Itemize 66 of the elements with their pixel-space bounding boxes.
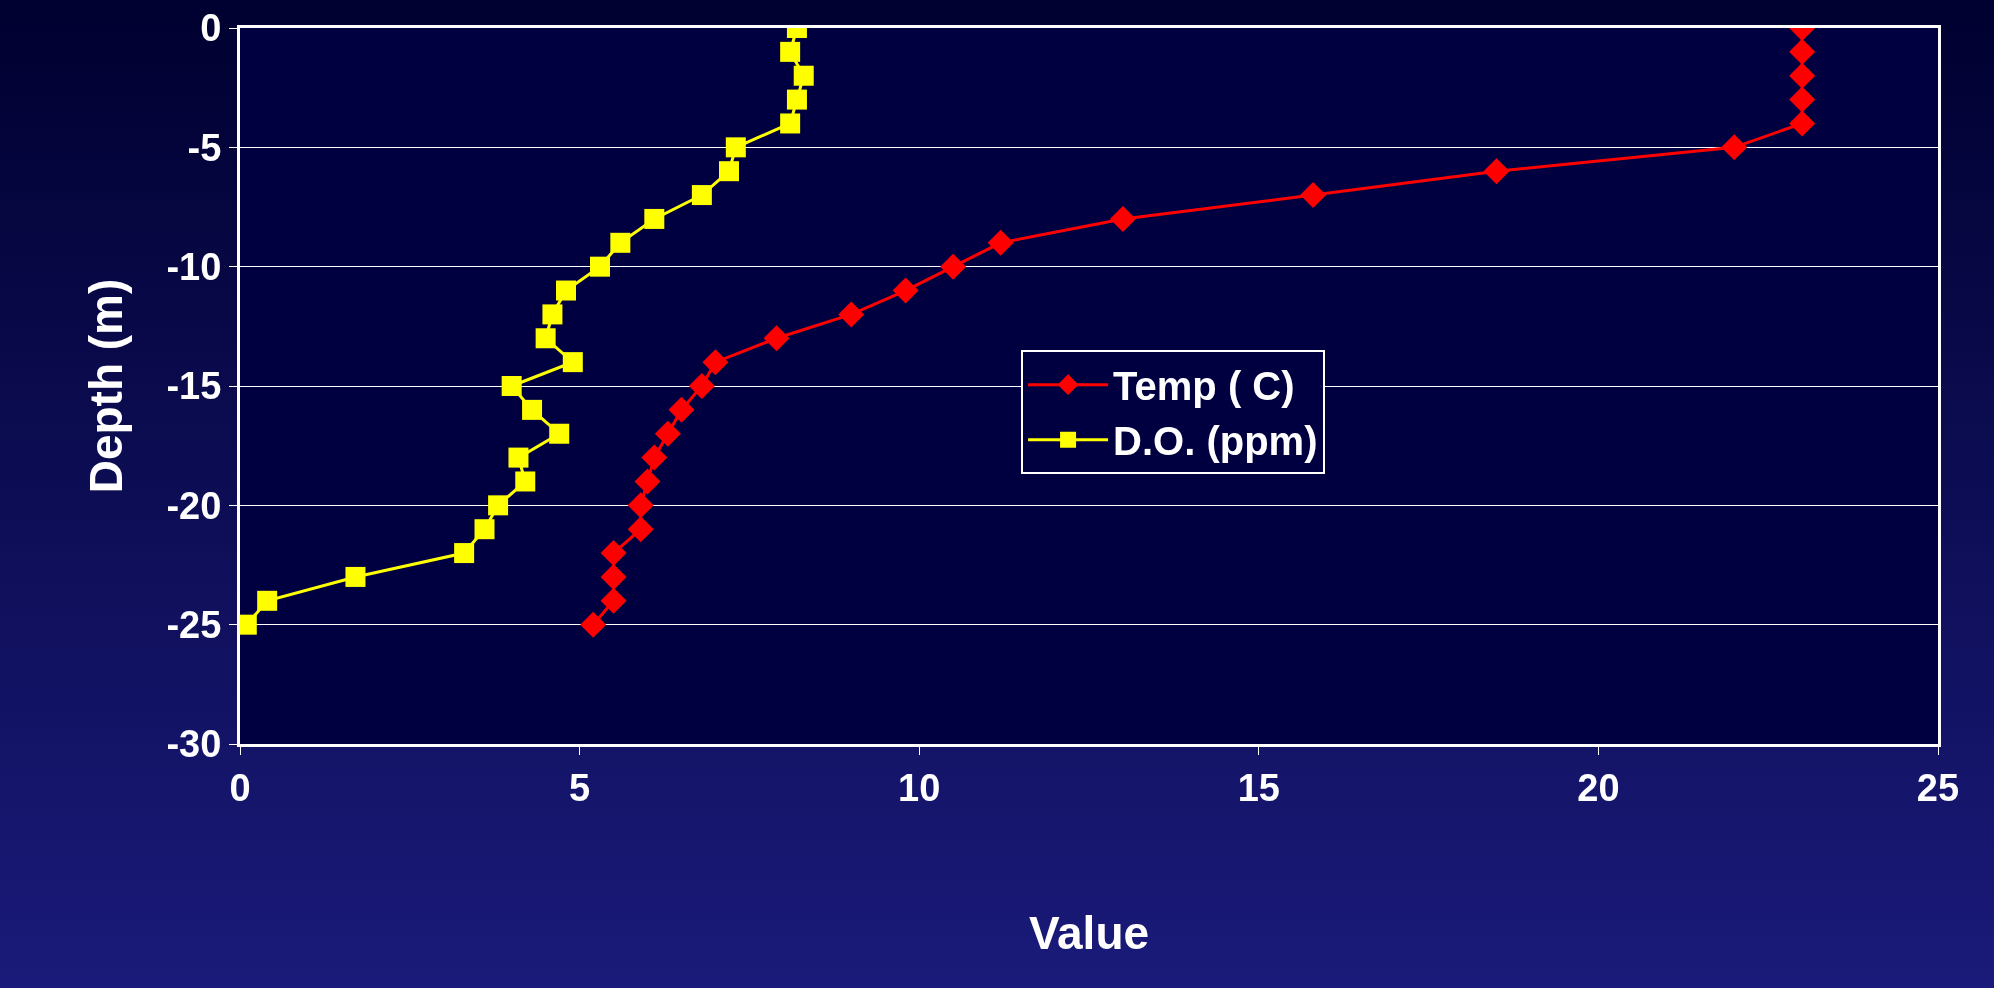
point <box>600 563 627 590</box>
point <box>589 256 610 277</box>
point <box>654 420 681 447</box>
point <box>634 468 661 495</box>
point <box>641 444 668 471</box>
point <box>838 301 865 328</box>
y-tick-label: 0 <box>200 7 222 50</box>
point <box>257 590 278 611</box>
point <box>627 492 654 519</box>
point <box>488 495 509 516</box>
legend-label: D.O. (ppm) <box>1113 419 1318 464</box>
point <box>1789 110 1816 137</box>
point <box>702 349 729 376</box>
point <box>763 325 790 352</box>
point <box>719 161 740 182</box>
point <box>474 519 495 540</box>
point <box>725 137 746 158</box>
point <box>793 65 814 86</box>
point <box>688 373 715 399</box>
y-tick-label: -5 <box>187 126 222 169</box>
y-tick-label: -20 <box>166 484 222 527</box>
point <box>535 328 556 349</box>
x-tick-label: 25 <box>1916 766 1960 809</box>
point <box>501 376 522 396</box>
point <box>940 253 967 280</box>
x-tick-label: 5 <box>569 766 591 809</box>
point <box>600 587 627 614</box>
point <box>600 540 627 567</box>
x-tick-label: 10 <box>898 766 941 809</box>
point <box>549 423 570 444</box>
point <box>542 304 563 325</box>
point <box>691 185 712 206</box>
point <box>1721 134 1748 161</box>
point <box>786 89 807 110</box>
point <box>454 543 475 564</box>
point <box>556 280 577 301</box>
x-tick-label: 15 <box>1237 766 1280 809</box>
point <box>644 208 665 229</box>
point <box>668 396 695 423</box>
point <box>522 399 543 420</box>
point <box>1789 62 1816 89</box>
x-axis-title: Value <box>1028 907 1150 960</box>
point <box>892 277 919 304</box>
point <box>627 516 654 543</box>
point <box>515 471 536 492</box>
point <box>562 352 583 373</box>
x-tick-label: 20 <box>1577 766 1620 809</box>
point <box>345 566 366 587</box>
point <box>580 611 607 638</box>
x-tick-label: 0 <box>229 766 251 809</box>
y-tick-label: -25 <box>166 603 222 646</box>
point <box>1483 158 1510 185</box>
point <box>780 41 801 62</box>
point <box>780 113 801 134</box>
point <box>1789 38 1816 65</box>
point <box>1789 86 1816 113</box>
y-tick-label: -30 <box>166 723 222 766</box>
point <box>1300 182 1327 209</box>
point <box>987 229 1014 256</box>
y-tick-label: -15 <box>166 365 222 408</box>
point <box>508 447 529 468</box>
legend-label: Temp ( C) <box>1113 364 1295 409</box>
point <box>1109 205 1136 232</box>
y-tick-label: -10 <box>166 245 222 288</box>
y-axis-title: Depth (m) <box>79 278 132 494</box>
point <box>610 232 631 253</box>
